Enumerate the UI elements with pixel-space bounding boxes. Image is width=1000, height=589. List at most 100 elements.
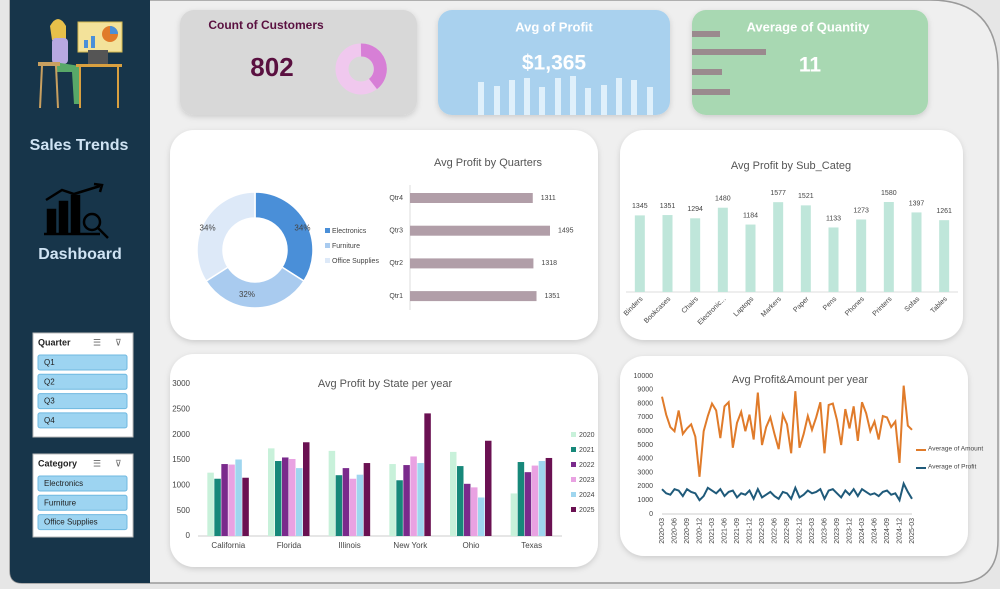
slicer-item-label[interactable]: Q2 — [44, 377, 55, 386]
x-tick-label: 2022-09 — [784, 518, 791, 544]
x-tick-label: 2023-09 — [834, 518, 841, 544]
slicer-item-label[interactable]: Office Supplies — [44, 518, 98, 527]
bar — [356, 474, 364, 536]
data-label: 1577 — [770, 190, 786, 197]
slicer-item[interactable] — [37, 393, 128, 410]
kpi-card — [692, 10, 928, 115]
bar — [389, 464, 396, 536]
bar — [335, 475, 343, 536]
y-tick-label: 2500 — [172, 404, 190, 413]
x-tick-label: 2024-06 — [871, 518, 878, 544]
data-label: 1397 — [909, 200, 925, 207]
slicer-item[interactable] — [37, 354, 128, 371]
bar — [214, 478, 221, 536]
bar — [662, 215, 673, 292]
kpi-label: Average of Quantity — [746, 19, 870, 34]
x-tick-label: 2025-03 — [909, 518, 916, 544]
kpi-label: Count of Customers — [208, 18, 324, 32]
slicer-item[interactable] — [37, 494, 128, 511]
slicer-item-label[interactable]: Q4 — [44, 416, 55, 425]
data-label: 1480 — [715, 196, 731, 203]
bar — [410, 193, 533, 203]
slicer-title: Category — [38, 458, 77, 468]
legend-label: 2023 — [579, 477, 595, 484]
legend-label: 2021 — [579, 447, 595, 454]
data-label: 1273 — [853, 207, 869, 214]
bar — [939, 220, 950, 292]
x-tick-label: 2020-12 — [696, 518, 703, 544]
y-tick-label: 1000 — [172, 480, 190, 489]
bar — [403, 465, 410, 536]
bar — [800, 205, 811, 292]
legend-label: 2020 — [579, 432, 595, 439]
x-tick-label: 2024-03 — [859, 518, 866, 544]
bar — [464, 483, 471, 536]
y-tick-label: 4000 — [637, 456, 653, 463]
slicer-item[interactable] — [37, 475, 128, 492]
pie-slice — [196, 191, 256, 283]
x-tick-label: 2023-06 — [821, 518, 828, 544]
data-label: 1133 — [826, 215, 841, 222]
chart-card — [620, 130, 963, 340]
chart-title: Avg Profit&Amount per year — [732, 374, 868, 386]
chart-card — [620, 356, 968, 556]
y-tick-label: 9000 — [637, 387, 653, 394]
y-tick-label: 1000 — [637, 497, 653, 504]
x-tick-label: Ohio — [463, 541, 480, 550]
bar — [510, 493, 518, 536]
slicer-item[interactable] — [37, 412, 128, 429]
x-tick-label: 2024-12 — [896, 518, 903, 544]
chart-title: Avg Profit by Quarters — [434, 157, 543, 169]
bar — [517, 462, 525, 536]
x-tick-label: 2020-09 — [684, 518, 691, 544]
kpi-value: 802 — [250, 52, 293, 82]
bar — [235, 459, 242, 536]
data-label: 1580 — [881, 190, 897, 197]
legend-label: Office Supplies — [332, 258, 379, 265]
legend-label: Average of Amount — [928, 446, 983, 453]
x-tick-label: 2020-06 — [671, 518, 678, 544]
data-label: 1261 — [936, 208, 952, 215]
x-tick-label: 2021-09 — [734, 518, 741, 544]
bar — [745, 224, 756, 292]
bar — [410, 258, 534, 269]
bar — [410, 225, 550, 236]
kpi-value: $1,365 — [522, 52, 587, 75]
x-tick-label: 2022-03 — [759, 518, 766, 544]
slicer-item-label[interactable]: Q3 — [44, 397, 55, 406]
bar — [856, 219, 867, 292]
y-tick-label: 0 — [649, 511, 653, 518]
x-tick-label: New York — [393, 541, 428, 550]
bar — [303, 442, 310, 536]
slicer-item-label[interactable]: Electronics — [44, 479, 83, 488]
slicer-item[interactable] — [37, 373, 128, 390]
legend-label: Average of Profit — [928, 464, 976, 471]
bar — [690, 218, 701, 292]
bar — [450, 451, 457, 536]
y-tick-label: 6000 — [637, 428, 653, 435]
slicer-item-label[interactable]: Furniture — [44, 498, 77, 507]
kpi-label: Avg of Profit — [515, 19, 593, 34]
bar — [242, 477, 249, 536]
legend-label: Furniture — [332, 243, 360, 250]
data-label: 1184 — [743, 212, 758, 219]
line — [661, 480, 913, 503]
slicer-item-label[interactable]: Q1 — [44, 358, 55, 367]
legend-swatch — [325, 258, 330, 263]
bar — [207, 472, 214, 536]
data-label: 1294 — [687, 206, 703, 213]
bar — [221, 464, 228, 536]
sidebar-subtitle: Dashboard — [38, 246, 122, 263]
x-tick-label: 2022-12 — [796, 518, 803, 544]
slicer-icon: ⊽ — [115, 458, 122, 468]
legend-swatch — [571, 462, 576, 467]
x-tick-label: 2021-03 — [709, 518, 716, 544]
slicer-item[interactable] — [37, 514, 128, 531]
slicer-title: Quarter — [38, 337, 71, 347]
slicer-icon: ⊽ — [115, 337, 122, 347]
y-tick-label: 3000 — [172, 379, 190, 388]
slicer-icon: ☰ — [93, 337, 101, 347]
legend-label: 2024 — [579, 492, 595, 499]
y-tick-label: 8000 — [637, 400, 653, 407]
